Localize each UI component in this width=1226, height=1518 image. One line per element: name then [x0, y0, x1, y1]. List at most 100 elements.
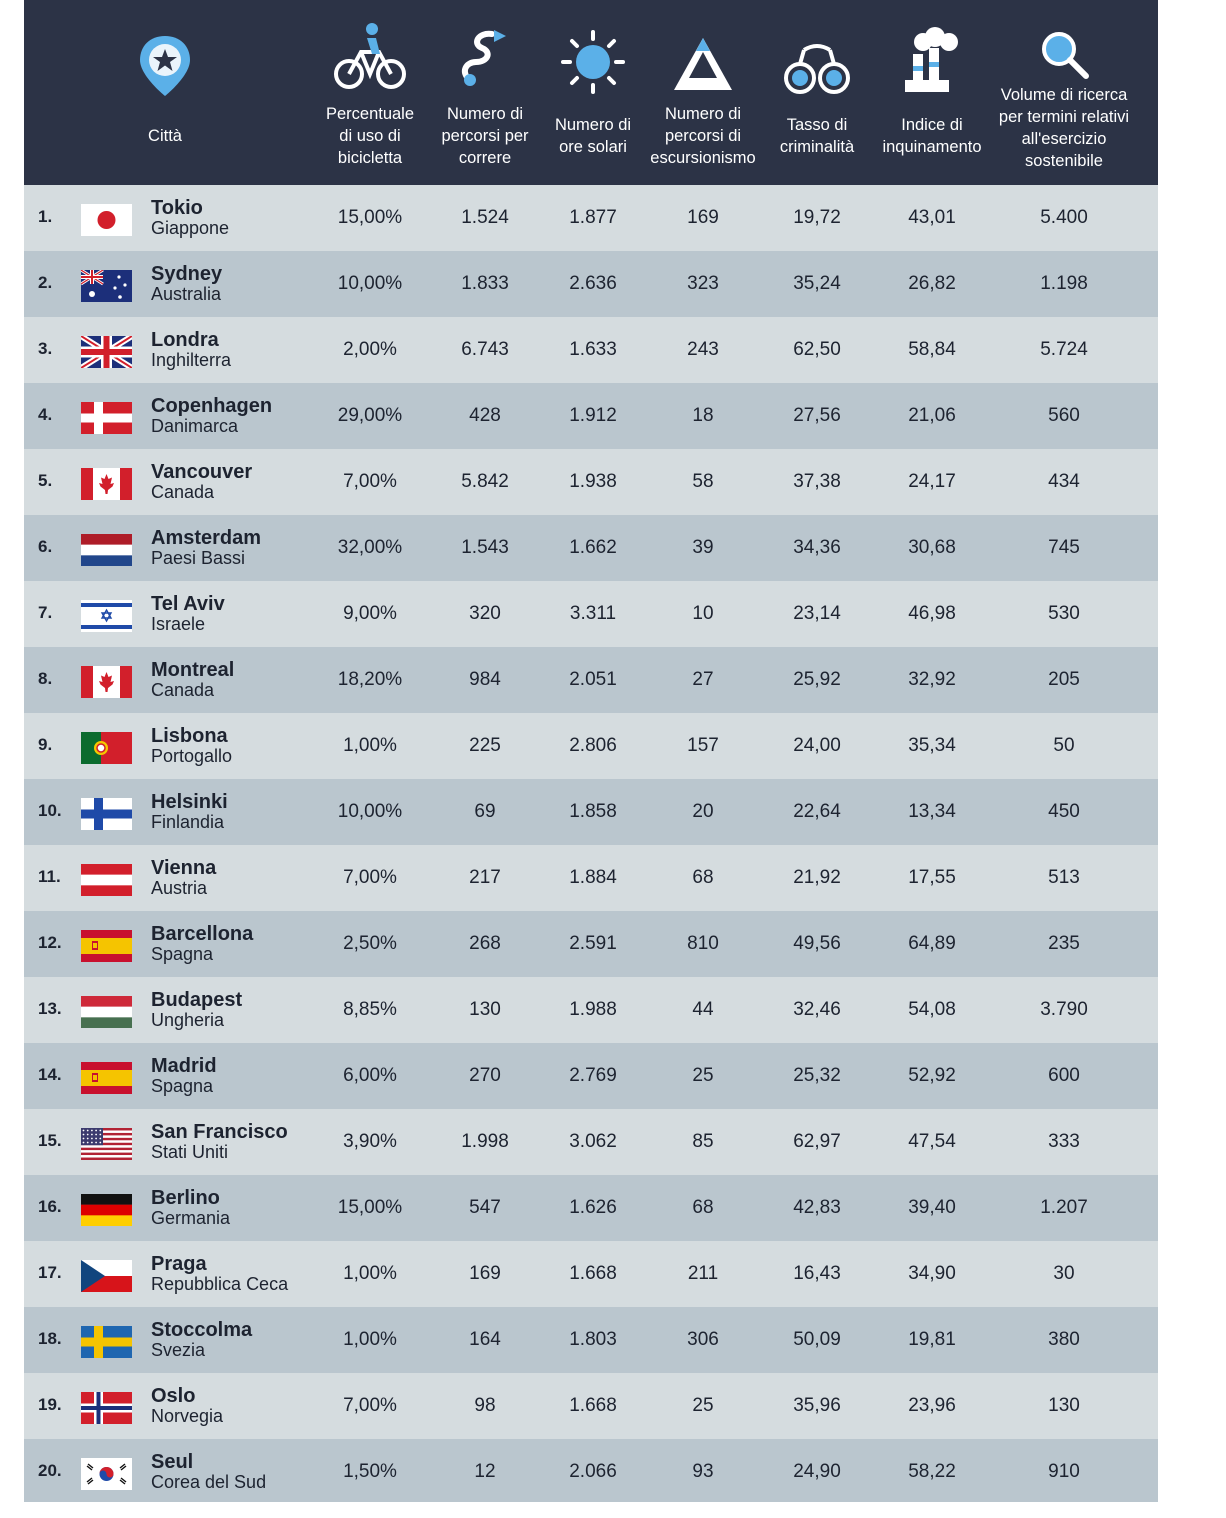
flag-israel-icon: [81, 600, 132, 632]
city-name: Vancouver: [151, 461, 253, 483]
cell-value: 47,54: [908, 1131, 956, 1152]
cell-value: 1,00%: [343, 1263, 397, 1284]
cell-value: 235: [1048, 933, 1080, 954]
cell-value: 25,92: [793, 669, 841, 690]
header-column-4: Numero di percorsi di escursionismo: [641, 0, 765, 185]
cell-value: 268: [469, 933, 501, 954]
cell-value: 58: [692, 471, 714, 492]
cell-value: 3.311: [569, 603, 617, 624]
cell-value: 560: [1048, 405, 1080, 426]
table-row: 9. Lisbona Portogallo 1,00% 225 2.806 157 24,0…: [24, 713, 1158, 779]
city-name: Montreal: [151, 659, 235, 681]
country-name: Paesi Bassi: [151, 548, 246, 568]
header-column-label: Percentuale di uso di bicicletta: [325, 105, 415, 167]
cell-value: 745: [1048, 537, 1080, 558]
cell-value: 1.938: [569, 471, 617, 492]
table-row: 15. San Francisco Stati Uniti 3,90% 1.998 3.0…: [24, 1109, 1158, 1175]
rank-number: 1.: [38, 207, 53, 226]
cell-value: 270: [469, 1065, 501, 1086]
cell-value: 5.724: [1040, 339, 1088, 360]
rank-number: 16.: [38, 1197, 62, 1216]
table-row: 12. Barcellona Spagna 2,50% 268 2.591 810 49,5…: [24, 911, 1158, 977]
country-name: Spagna: [151, 944, 214, 964]
city-name: Londra: [151, 329, 219, 351]
cell-value: 2.806: [569, 735, 617, 756]
country-name: Repubblica Ceca: [151, 1274, 289, 1294]
country-name: Germania: [151, 1208, 231, 1228]
country-name: Giappone: [151, 218, 230, 238]
cell-value: 7,00%: [343, 1395, 397, 1416]
cell-value: 513: [1048, 867, 1080, 888]
table-row: 8. Montreal Canada 18,20% 984 2.051 27 25,92 32…: [24, 647, 1158, 713]
cell-value: 34,36: [793, 537, 841, 558]
cell-value: 18: [692, 405, 714, 426]
header-column-6: Indice di inquinamento: [870, 0, 994, 185]
cell-value: 217: [469, 867, 501, 888]
header-column-7: Volume di ricerca per termini relativi a…: [986, 0, 1142, 185]
cell-value: 42,83: [793, 1197, 841, 1218]
flag-germany-icon: [81, 1194, 132, 1226]
flag-canada-icon: [81, 468, 132, 500]
city-name: Lisbona: [151, 725, 228, 747]
cell-value: 1.858: [569, 801, 617, 822]
cell-value: 29,00%: [337, 405, 403, 426]
cell-value: 1.524: [461, 207, 509, 228]
cell-value: 320: [469, 603, 501, 624]
city-name: Helsinki: [151, 791, 228, 813]
cell-value: 428: [469, 405, 501, 426]
cell-value: 10,00%: [337, 801, 403, 822]
header-column-label: Indice di inquinamento: [882, 116, 982, 156]
cell-value: 984: [469, 669, 501, 690]
cell-value: 1.988: [569, 999, 617, 1020]
cell-value: 39,40: [908, 1197, 956, 1218]
cell-value: 25,32: [793, 1065, 841, 1086]
flag-netherlands-icon: [81, 534, 132, 566]
table-row: 19. Oslo Norvegia 7,00% 98 1.668 25 35,96 23,96 1…: [24, 1373, 1158, 1439]
cell-value: 333: [1048, 1131, 1080, 1152]
cell-value: 15,00%: [337, 207, 403, 228]
flag-spain-icon: [81, 1062, 132, 1094]
header-column-5: Tasso di criminalità: [767, 0, 867, 185]
cell-value: 19,81: [908, 1329, 956, 1350]
cell-value: 130: [1048, 1395, 1080, 1416]
cell-value: 380: [1048, 1329, 1080, 1350]
cell-value: 49,56: [793, 933, 841, 954]
table-row: 10. Helsinki Finlandia 10,00% 69 1.858 20 22,64…: [24, 779, 1158, 845]
cell-value: 27,56: [793, 405, 841, 426]
header-column-label: Tasso di criminalità: [779, 116, 855, 156]
header-column-label: Volume di ricerca per termini relativi a…: [998, 86, 1130, 170]
country-name: Israele: [151, 614, 206, 634]
city-name: Berlino: [151, 1187, 220, 1209]
table-row: 14. Madrid Spagna 6,00% 270 2.769 25 25,32 52,9…: [24, 1043, 1158, 1109]
country-name: Svezia: [151, 1340, 206, 1360]
cell-value: 547: [469, 1197, 501, 1218]
rank-number: 5.: [38, 471, 53, 490]
cell-value: 1.668: [569, 1263, 617, 1284]
table-row: 18. Stoccolma Svezia 1,00% 164 1.803 306 50,09 1…: [24, 1307, 1158, 1373]
cell-value: 58,84: [908, 339, 956, 360]
cell-value: 323: [687, 273, 719, 294]
cell-value: 85: [692, 1131, 714, 1152]
bicycle-icon: [334, 22, 406, 95]
cell-value: 58,22: [908, 1461, 956, 1482]
header-column-label: Numero di percorsi di escursionismo: [650, 105, 756, 167]
cell-value: 32,00%: [337, 537, 403, 558]
factory-smoke-icon: [899, 26, 965, 99]
cell-value: 530: [1048, 603, 1080, 624]
cell-value: 23,14: [793, 603, 841, 624]
cell-value: 2,50%: [343, 933, 397, 954]
cell-value: 68: [692, 867, 714, 888]
flag-usa-icon: [81, 1128, 132, 1160]
cell-value: 25: [692, 1065, 714, 1086]
cell-value: 306: [687, 1329, 719, 1350]
flag-south-korea-icon: [81, 1458, 132, 1490]
rank-number: 17.: [38, 1263, 62, 1282]
flag-spain-icon: [81, 930, 132, 962]
cell-value: 69: [474, 801, 496, 822]
rank-number: 8.: [38, 669, 53, 688]
cell-value: 54,08: [908, 999, 956, 1020]
sun-icon: [559, 28, 627, 101]
city-name: Vienna: [151, 857, 217, 879]
rank-number: 9.: [38, 735, 53, 754]
cell-value: 46,98: [908, 603, 956, 624]
